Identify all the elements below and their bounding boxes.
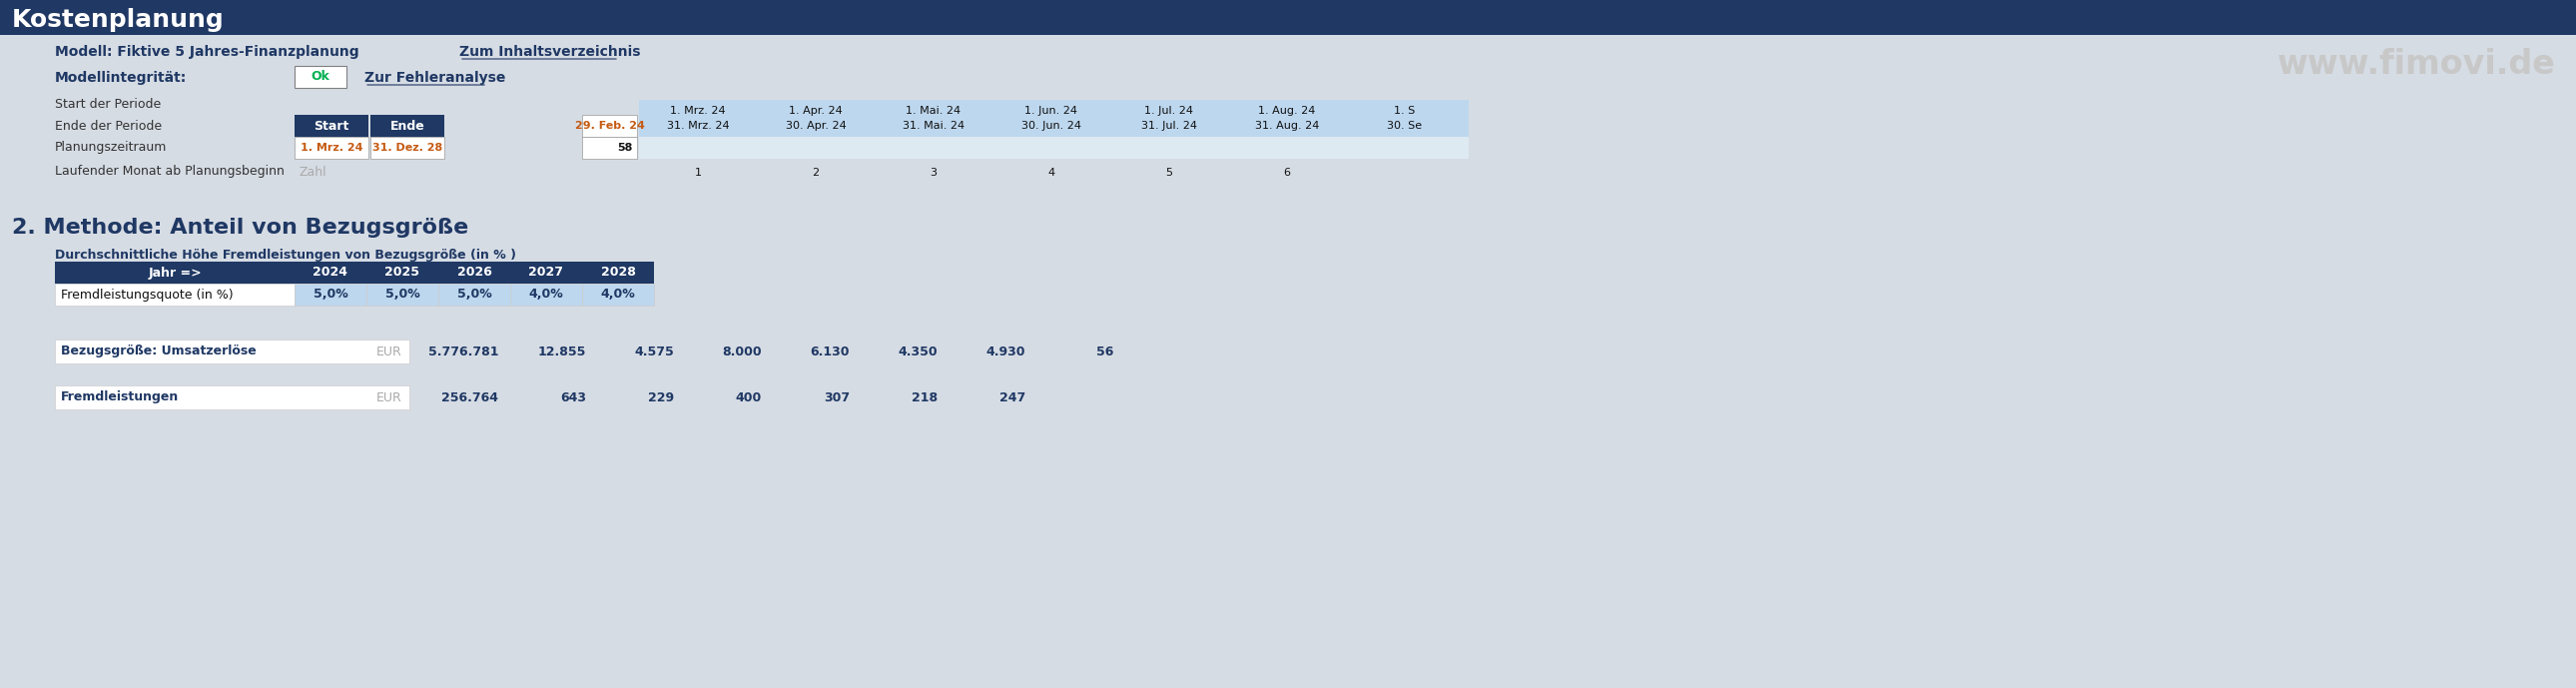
Text: 2024: 2024 [314, 266, 348, 279]
Text: 4,0%: 4,0% [528, 288, 564, 301]
Text: 5,0%: 5,0% [384, 288, 420, 301]
Text: 4.575: 4.575 [634, 345, 675, 358]
Text: Kostenplanung: Kostenplanung [13, 8, 224, 32]
Text: 3: 3 [930, 168, 938, 178]
FancyBboxPatch shape [54, 385, 410, 409]
FancyBboxPatch shape [294, 115, 368, 137]
FancyBboxPatch shape [294, 137, 368, 159]
Text: Planungszeitraum: Planungszeitraum [54, 141, 167, 154]
Text: 1. Mrz. 24: 1. Mrz. 24 [301, 143, 363, 153]
Text: Fremdleistungen: Fremdleistungen [62, 391, 178, 404]
Text: 643: 643 [559, 391, 587, 404]
Text: Modellintegrität:: Modellintegrität: [54, 71, 188, 85]
Text: 5,0%: 5,0% [456, 288, 492, 301]
Text: Laufender Monat ab Planungsbeginn: Laufender Monat ab Planungsbeginn [54, 165, 283, 178]
FancyBboxPatch shape [0, 0, 2576, 35]
Text: www.fimovi.de: www.fimovi.de [2277, 48, 2555, 81]
Text: Jahr =>: Jahr => [147, 266, 201, 279]
Text: 30. Apr. 24: 30. Apr. 24 [786, 121, 845, 131]
Text: Zahl: Zahl [299, 165, 327, 178]
Text: 2027: 2027 [528, 266, 564, 279]
FancyBboxPatch shape [582, 283, 654, 305]
Text: 1. Jul. 24: 1. Jul. 24 [1144, 107, 1193, 116]
Text: 5.776.781: 5.776.781 [428, 345, 497, 358]
Text: 229: 229 [649, 391, 675, 404]
Text: 2028: 2028 [600, 266, 636, 279]
Text: Start: Start [314, 119, 350, 132]
FancyBboxPatch shape [0, 35, 2576, 688]
Text: Ende: Ende [389, 119, 425, 132]
Text: 247: 247 [999, 391, 1025, 404]
Text: 31. Jul. 24: 31. Jul. 24 [1141, 121, 1198, 131]
Text: 31. Dez. 28: 31. Dez. 28 [374, 143, 443, 153]
Text: 5,0%: 5,0% [314, 288, 348, 301]
Text: 8.000: 8.000 [721, 345, 762, 358]
Text: 256.764: 256.764 [440, 391, 497, 404]
Text: 1: 1 [696, 168, 701, 178]
FancyBboxPatch shape [366, 283, 438, 305]
FancyBboxPatch shape [582, 115, 636, 137]
Text: 4,0%: 4,0% [600, 288, 636, 301]
Text: 1. S: 1. S [1394, 107, 1414, 116]
FancyBboxPatch shape [371, 137, 443, 159]
Text: Modell: Fiktive 5 Jahres-Finanzplanung: Modell: Fiktive 5 Jahres-Finanzplanung [54, 45, 358, 59]
Text: 1. Aug. 24: 1. Aug. 24 [1257, 107, 1316, 116]
Text: 218: 218 [912, 391, 938, 404]
Text: 12.855: 12.855 [538, 345, 587, 358]
Text: Durchschnittliche Höhe Fremdleistungen von Bezugsgröße (in % ): Durchschnittliche Höhe Fremdleistungen v… [54, 248, 515, 261]
Text: 1. Mai. 24: 1. Mai. 24 [907, 107, 961, 116]
Text: 2: 2 [811, 168, 819, 178]
Text: 6.130: 6.130 [811, 345, 850, 358]
Text: Ende der Periode: Ende der Periode [54, 119, 162, 132]
Text: 400: 400 [737, 391, 762, 404]
FancyBboxPatch shape [510, 283, 582, 305]
FancyBboxPatch shape [639, 137, 1468, 159]
Text: Bezugsgröße: Umsatzerlöse: Bezugsgröße: Umsatzerlöse [62, 345, 258, 358]
Text: 31. Mrz. 24: 31. Mrz. 24 [667, 121, 729, 131]
Text: EUR: EUR [376, 391, 402, 404]
Text: Start der Periode: Start der Periode [54, 98, 160, 110]
FancyBboxPatch shape [54, 261, 654, 283]
Text: Ok: Ok [312, 70, 330, 83]
Text: Fremdleistungsquote (in %): Fremdleistungsquote (in %) [62, 288, 234, 301]
Text: 30. Jun. 24: 30. Jun. 24 [1023, 121, 1082, 131]
Text: 2. Methode: Anteil von Bezugsgröße: 2. Methode: Anteil von Bezugsgröße [13, 217, 469, 237]
Text: 31. Aug. 24: 31. Aug. 24 [1255, 121, 1319, 131]
Text: 4.930: 4.930 [987, 345, 1025, 358]
Text: 6: 6 [1283, 168, 1291, 178]
FancyBboxPatch shape [438, 283, 510, 305]
Text: 307: 307 [824, 391, 850, 404]
Text: 2026: 2026 [456, 266, 492, 279]
FancyBboxPatch shape [294, 66, 345, 88]
FancyBboxPatch shape [294, 283, 366, 305]
Text: 1. Apr. 24: 1. Apr. 24 [788, 107, 842, 116]
FancyBboxPatch shape [54, 283, 294, 305]
FancyBboxPatch shape [639, 115, 1468, 137]
FancyBboxPatch shape [371, 115, 443, 137]
Text: 30. Se: 30. Se [1388, 121, 1422, 131]
Text: 2025: 2025 [384, 266, 420, 279]
Text: Zur Fehleranalyse: Zur Fehleranalyse [363, 71, 505, 85]
FancyBboxPatch shape [639, 100, 1468, 123]
Text: 4: 4 [1048, 168, 1056, 178]
Text: EUR: EUR [376, 345, 402, 358]
Text: 4.350: 4.350 [899, 345, 938, 358]
Text: 56: 56 [1095, 345, 1113, 358]
Text: 29. Feb. 24: 29. Feb. 24 [574, 121, 644, 131]
Text: 5: 5 [1167, 168, 1172, 178]
Text: 1. Jun. 24: 1. Jun. 24 [1025, 107, 1077, 116]
Text: 1. Mrz. 24: 1. Mrz. 24 [670, 107, 726, 116]
Text: Zum Inhaltsverzeichnis: Zum Inhaltsverzeichnis [459, 45, 641, 59]
FancyBboxPatch shape [54, 339, 410, 363]
FancyBboxPatch shape [582, 137, 636, 159]
Text: 58: 58 [618, 143, 634, 153]
Text: 31. Mai. 24: 31. Mai. 24 [902, 121, 963, 131]
